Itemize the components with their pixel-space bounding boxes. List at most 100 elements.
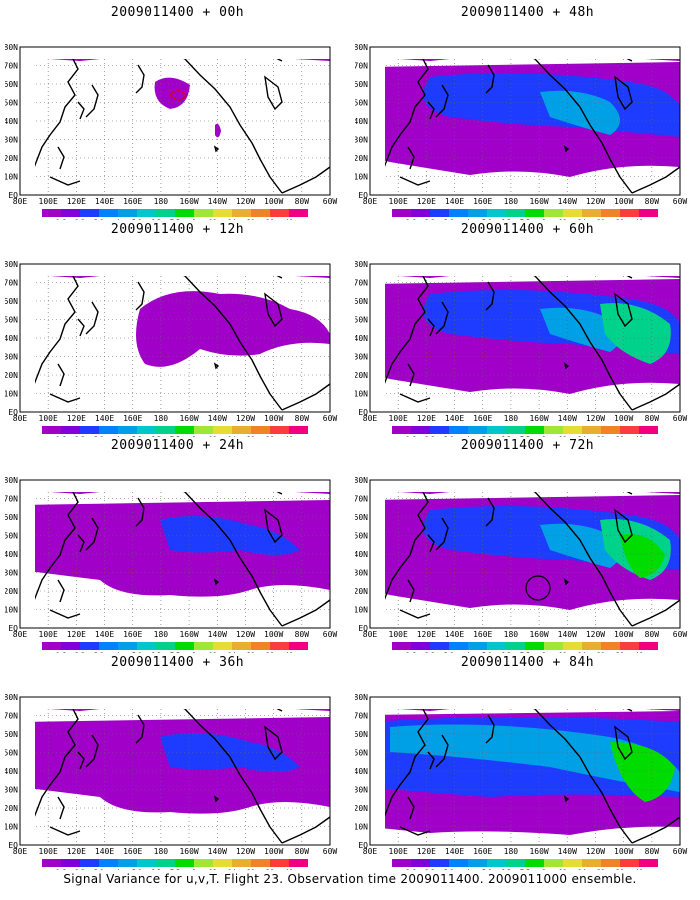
coastline [49,146,81,186]
colorbar-swatch [487,426,506,434]
colorbar-swatch [411,859,430,867]
colorbar-swatch [80,426,99,434]
colorbar-label: 1.6 [406,435,416,437]
longitude-label: 60W [673,414,688,423]
coastline [435,734,449,768]
colorbar-swatch [468,426,487,434]
colorbar-swatch [232,426,251,434]
latitude-label: 20N [355,154,368,163]
colorbar-swatch [289,642,308,650]
panel-title: 2009011400 + 48h [460,5,595,20]
longitude-label: 80W [645,630,660,639]
coastline [427,751,435,770]
longitude-label: 80W [295,847,310,856]
colorbar-swatch [601,642,620,650]
colorbar-label: 14 [578,435,586,437]
longitude-label: 60W [323,630,338,639]
colorbar-swatch [411,426,430,434]
colorbar-swatch [251,642,270,650]
coastline [49,363,81,403]
colorbar-swatch [137,642,156,650]
colorbar-swatch [639,209,658,217]
colorbar-label: 7.5 [170,435,180,437]
coastline [533,276,633,411]
colorbar-label: 9 [192,868,196,870]
colorbar-label: 1.6 [406,651,416,653]
longitude-label: 100W [264,630,283,639]
panel-title: 2009011400 + 36h [110,655,245,670]
latitude-label: 20N [355,371,368,380]
longitude-label: 100W [614,847,633,856]
latitude-label: 30N [355,353,368,362]
colorbar-swatch [639,642,658,650]
colorbar-label: 40 [285,435,293,437]
coastline [49,579,81,619]
longitude-label: 120W [586,197,605,206]
coastline [385,59,429,167]
latitude-label: EQ [358,408,368,417]
coastline [77,534,85,553]
colorbar-swatch [42,209,61,217]
longitude-label: 80E [13,630,28,639]
colorbar-label: 21 [247,435,255,437]
longitude-label: 80E [363,414,378,423]
colorbar-swatch [99,642,118,650]
longitude-label: 160E [123,414,142,423]
longitude-label: 140E [445,197,464,206]
colorbar-label: 14 [578,868,586,870]
longitude-label: 100W [264,414,283,423]
latitude-label: 60N [355,80,368,89]
coastline [485,714,495,744]
latitude-label: 40N [355,334,368,343]
colorbar-swatch [525,859,544,867]
coastline [183,492,283,627]
colorbar-swatch [232,859,251,867]
colorbar-label: 2.2 [425,435,435,437]
coastline [385,709,429,817]
colorbar-swatch [449,642,468,650]
colorbar-label: 21 [247,218,255,220]
colorbar-swatch [175,209,194,217]
coastline [485,281,495,311]
colorbar-swatch [194,859,213,867]
longitude-label: 180 [154,414,169,423]
coastline [399,796,431,836]
colorbar-swatch [411,642,430,650]
coastline [85,517,99,551]
colorbar-label: 14 [228,868,236,870]
latitude-label: 40N [355,550,368,559]
longitude-label: 160E [473,630,492,639]
map-panel: 2009011400 + 72h 80N 70N 60N 50N 40N 30N 20N 10N… [355,438,700,653]
latitude-label: 20N [5,804,18,813]
coastline [631,599,681,627]
colorbar-swatch [487,859,506,867]
colorbar-label: 1.6 [406,868,416,870]
latitude-label: 50N [355,316,368,325]
latitude-label: 40N [355,117,368,126]
coastline [85,734,99,768]
colorbar-swatch [213,642,232,650]
coastline [435,517,449,551]
colorbar-swatch [213,859,232,867]
latitude-label: 50N [5,99,18,108]
colorbar-label: 11 [209,651,217,653]
colorbar-swatch [194,209,213,217]
colorbar-swatch [80,859,99,867]
longitude-label: 100E [389,414,408,423]
colorbar-label: 9 [192,435,196,437]
colorbar-swatch [289,859,308,867]
panel-title: 2009011400 + 12h [110,222,245,237]
colorbar-swatch [430,642,449,650]
colorbar-swatch [118,859,137,867]
colorbar-swatch [175,859,194,867]
coastline [85,301,99,335]
colorbar-label: 4 [116,435,120,437]
longitude-label: 160W [179,197,198,206]
latitude-label: 60N [5,297,18,306]
latitude-label: 60N [5,513,18,522]
observation-marker [169,90,187,101]
colorbar-swatch [270,859,289,867]
coastline [281,166,331,194]
latitude-label: 80N [5,43,18,52]
